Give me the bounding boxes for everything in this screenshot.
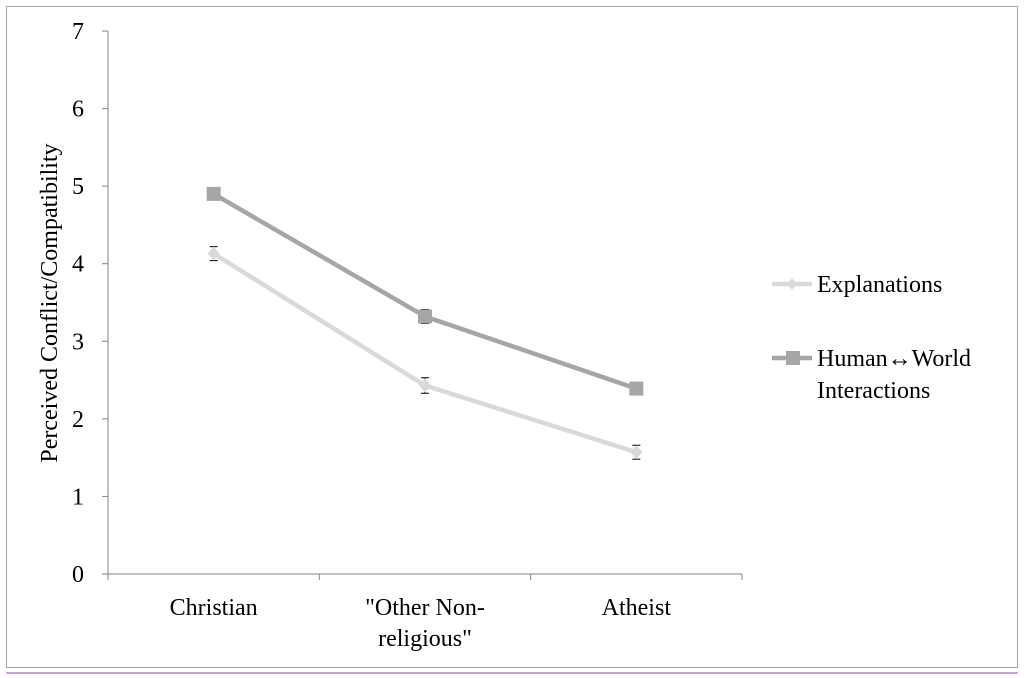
y-tick-label: 1 [72, 484, 84, 510]
x-axis-categories: Christian "Other Non-religious" Atheist [107, 574, 743, 652]
data-point-diamond [630, 445, 643, 460]
y-tick-label: 2 [72, 407, 84, 433]
series-1 [206, 186, 644, 396]
data-point-square [629, 381, 644, 396]
chart-frame [6, 6, 1018, 668]
legend-item: Explanations [772, 272, 942, 298]
legend-label: Human↔World Interactions [817, 346, 971, 404]
series-0 [207, 246, 643, 460]
series-line [212, 251, 638, 455]
data-point-square [206, 186, 221, 201]
axes [107, 31, 742, 575]
bottom-accent-line [6, 672, 1018, 674]
y-tick-label: 5 [72, 174, 84, 200]
legend-marker-square [786, 351, 800, 365]
y-axis-ticks: 0 1 2 3 4 5 6 7 [72, 19, 108, 588]
data-point-square [418, 309, 432, 324]
x-category-label: Christian [170, 595, 258, 621]
data-point-diamond [207, 246, 220, 261]
y-tick-label: 3 [72, 329, 84, 355]
data-point-diamond [419, 378, 431, 393]
x-category-label: Atheist [602, 595, 672, 621]
y-tick-label: 0 [72, 562, 84, 588]
y-tick-label: 6 [72, 97, 84, 123]
series-layer [206, 186, 644, 460]
y-tick-label: 7 [72, 19, 84, 45]
x-category-label: "Other Non-religious" [365, 595, 485, 652]
legend-label: Explanations [817, 272, 942, 298]
legend: Explanations Human↔World Interactions [772, 272, 971, 404]
legend-marker-diamond [787, 278, 797, 290]
y-tick-label: 4 [72, 252, 84, 278]
legend-item: Human↔World Interactions [772, 346, 971, 404]
y-axis-title: Perceived Conflict/Compatibility [37, 143, 63, 462]
